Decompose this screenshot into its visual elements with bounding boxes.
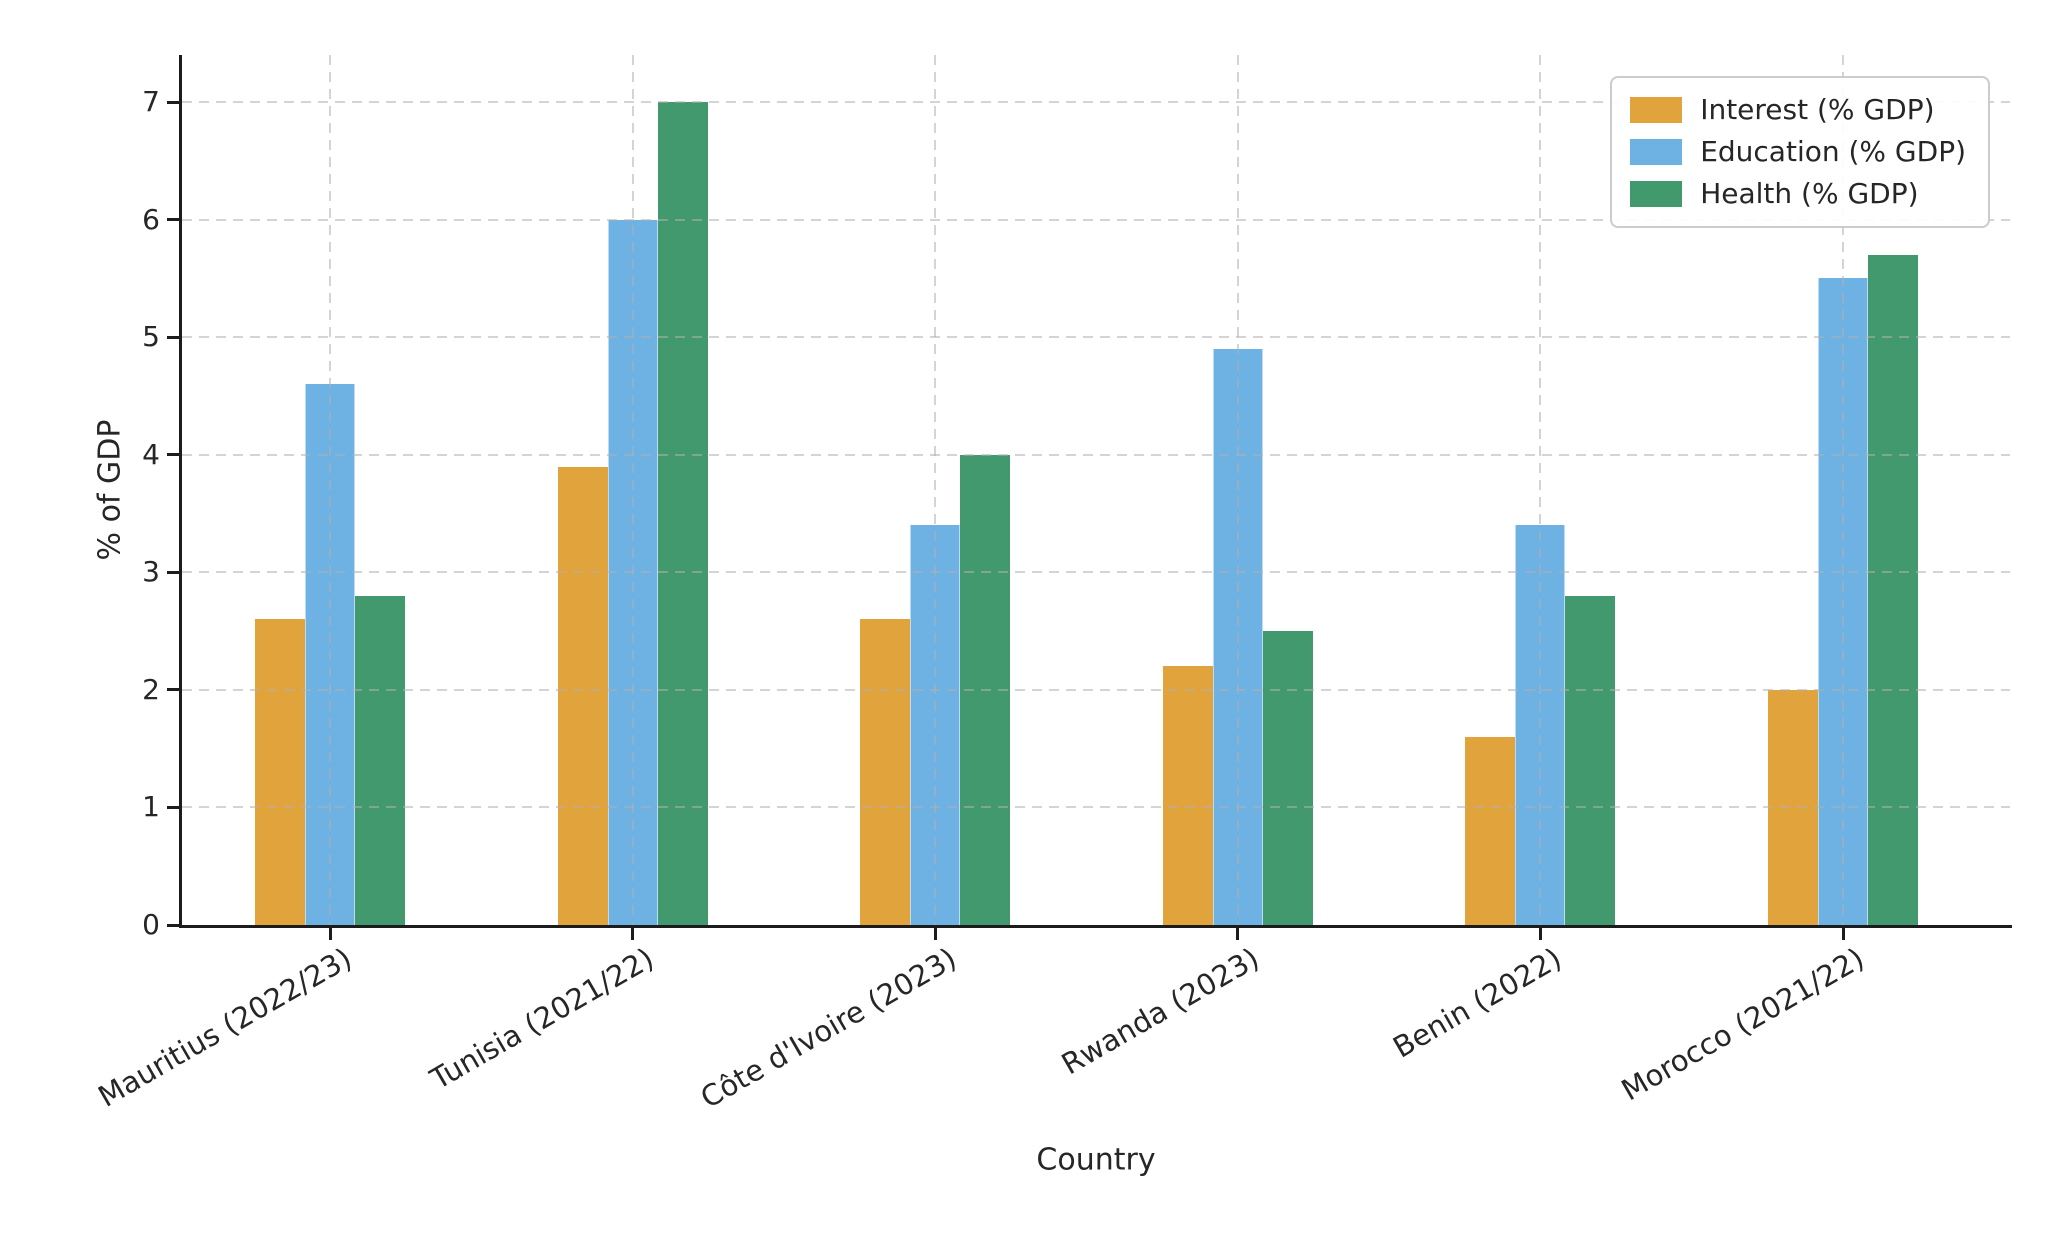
x-category-label: Tunisia (2021/22) <box>424 941 660 1097</box>
y-tick-label: 7 <box>142 85 160 119</box>
y-tick-label: 2 <box>142 672 160 706</box>
x-tick-mark <box>328 928 332 940</box>
v-gridline <box>1842 55 1844 925</box>
x-category-label: Côte d'Ivoire (2023) <box>694 941 963 1115</box>
legend-swatch-icon <box>1630 139 1683 165</box>
y-tick-label: 5 <box>142 320 160 354</box>
v-gridline <box>329 55 331 925</box>
y-tick-label: 3 <box>142 555 160 589</box>
y-tick-mark <box>167 100 179 104</box>
bar-2-5 <box>1868 254 1918 925</box>
y-tick-mark <box>167 805 179 809</box>
y-axis-spine <box>179 55 182 928</box>
legend-label: Education (% GDP) <box>1700 135 1966 168</box>
y-tick-mark <box>167 570 179 574</box>
bar-0-0 <box>255 619 305 925</box>
y-tick-label: 1 <box>142 790 160 824</box>
x-tick-mark <box>1236 928 1240 940</box>
bar-0-1 <box>557 466 608 925</box>
y-tick-mark <box>167 218 179 222</box>
bar-0-2 <box>860 619 911 925</box>
bar-2-0 <box>355 595 405 925</box>
x-axis-spine <box>179 925 2012 928</box>
bar-2-4 <box>1565 595 1616 925</box>
y-axis-title: % of GDP <box>92 419 128 561</box>
y-tick-mark <box>167 688 179 692</box>
h-gridline <box>182 571 2010 574</box>
x-category-label: Morocco (2021/22) <box>1615 941 1870 1108</box>
x-tick-mark <box>631 928 635 940</box>
x-category-label: Mauritius (2022/23) <box>91 941 357 1114</box>
h-gridline <box>182 453 2010 456</box>
x-tick-mark <box>1538 928 1542 940</box>
x-tick-mark <box>1841 928 1845 940</box>
x-tick-mark <box>933 928 937 940</box>
legend-label: Health (% GDP) <box>1700 177 1919 210</box>
h-gridline <box>182 218 2010 221</box>
plot-area: 0 1 2 3 4 5 6 7 Mauritius (2022/23) Tunisia (202… <box>92 55 2012 1115</box>
bar-2-1 <box>657 102 708 925</box>
legend-row: Interest (% GDP) <box>1630 92 1966 128</box>
h-gridline <box>182 688 2010 691</box>
x-category-label: Rwanda (2023) <box>1055 941 1265 1082</box>
y-tick-label: 6 <box>142 202 160 236</box>
h-gridline <box>182 806 2010 809</box>
legend-row: Health (% GDP) <box>1630 176 1966 212</box>
v-gridline <box>631 55 634 925</box>
legend: Interest (% GDP) Education (% GDP) Health … <box>1610 76 1990 228</box>
y-tick-label: 0 <box>142 908 160 941</box>
x-category-label: Benin (2022) <box>1387 941 1568 1065</box>
legend-swatch-icon <box>1630 97 1683 123</box>
h-gridline <box>182 336 2010 339</box>
v-gridline <box>1236 55 1239 925</box>
legend-swatch-icon <box>1630 181 1683 207</box>
bar-0-4 <box>1465 736 1516 925</box>
v-gridline <box>1539 55 1542 925</box>
bar-0-3 <box>1162 666 1213 925</box>
y-tick-mark <box>167 335 179 339</box>
h-gridline <box>182 101 2010 104</box>
legend-label: Interest (% GDP) <box>1700 93 1935 126</box>
legend-row: Education (% GDP) <box>1630 134 1966 170</box>
bar-2-3 <box>1262 631 1313 925</box>
v-gridline <box>934 55 937 925</box>
y-tick-mark <box>167 923 179 927</box>
y-tick-mark <box>167 453 179 457</box>
y-tick-label: 4 <box>142 437 160 471</box>
x-axis-title: Country <box>1036 1142 1156 1178</box>
